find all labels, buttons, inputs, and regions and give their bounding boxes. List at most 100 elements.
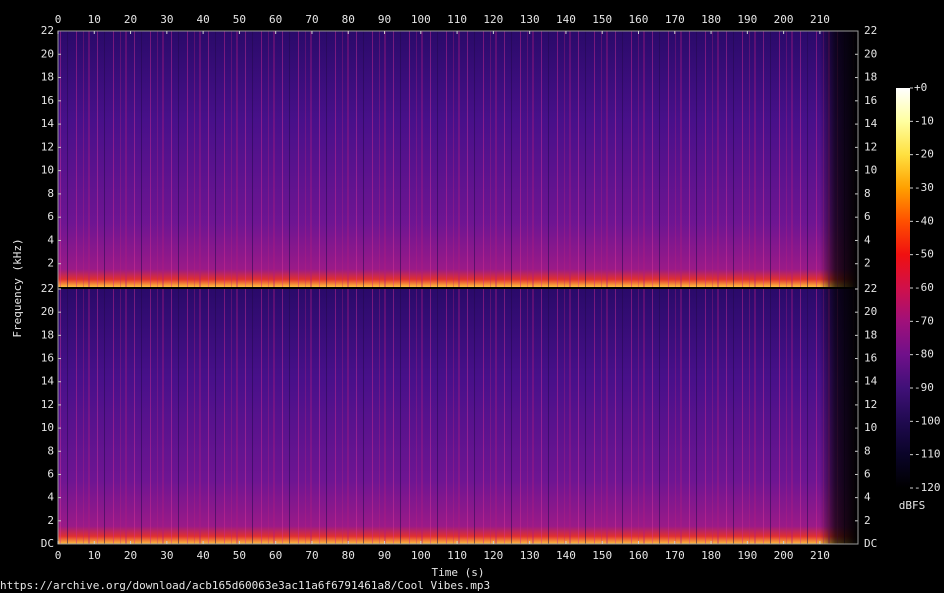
- x-tick-label-top: 80: [342, 13, 355, 26]
- x-tick-label: 0: [55, 549, 62, 562]
- y-tick-label: 2: [47, 257, 54, 270]
- y-tick-label-right: 14: [864, 117, 878, 130]
- x-tick-label-top: 180: [701, 13, 721, 26]
- x-tick-label: 40: [196, 549, 209, 562]
- x-tick-label-top: 100: [411, 13, 431, 26]
- x-tick-label: 90: [378, 549, 391, 562]
- x-tick-label-top: 120: [483, 13, 503, 26]
- colorbar-tick-label: -40: [914, 214, 934, 227]
- y-tick-label-right: 2: [864, 257, 871, 270]
- x-tick-label-top: 210: [810, 13, 830, 26]
- x-tick-label-top: 140: [556, 13, 576, 26]
- plot-frame: [57, 30, 859, 545]
- colorbar-label: dBFS: [899, 499, 926, 512]
- colorbar-tick-label: -20: [914, 148, 934, 161]
- x-tick-label: 180: [701, 549, 721, 562]
- x-tick-label: 200: [774, 549, 794, 562]
- x-tick-label: 210: [810, 549, 830, 562]
- signal-end-fade: [819, 31, 858, 287]
- colorbar-tick-label: -110: [914, 448, 941, 461]
- x-tick-label: 70: [305, 549, 318, 562]
- y-tick-label: 8: [47, 187, 54, 200]
- x-tick-label-top: 40: [196, 13, 209, 26]
- y-tick-label-right: 4: [864, 233, 871, 246]
- x-tick-label-top: 50: [233, 13, 246, 26]
- y-tick-label-right: 8: [864, 444, 871, 457]
- y-tick-label: 20: [41, 305, 54, 318]
- y-tick-label: 4: [47, 491, 54, 504]
- y-tick-label-right: 16: [864, 94, 877, 107]
- y-tick-label: 8: [47, 444, 54, 457]
- colorbar-tick-label: -80: [914, 348, 934, 361]
- x-tick-label-top: 10: [88, 13, 101, 26]
- y-tick-label-right: 16: [864, 352, 877, 365]
- y-tick-label: 6: [47, 467, 54, 480]
- y-tick-label-right: 18: [864, 71, 877, 84]
- x-tick-label: 50: [233, 549, 246, 562]
- y-tick-label-right: 12: [864, 398, 877, 411]
- y-tick-label: 6: [47, 210, 54, 223]
- y-tick-label: 4: [47, 233, 54, 246]
- x-tick-label-top: 200: [774, 13, 794, 26]
- x-tick-label: 60: [269, 549, 282, 562]
- y-tick-label: 14: [41, 375, 55, 388]
- x-tick-label: 130: [520, 549, 540, 562]
- y-tick-label-right: 14: [864, 375, 878, 388]
- y-tick-label: 22: [41, 24, 54, 37]
- y-tick-label-right: 6: [864, 467, 871, 480]
- x-tick-label: 20: [124, 549, 137, 562]
- footer-url: https://archive.org/download/acb165d6006…: [0, 579, 490, 592]
- y-tick-label: 18: [41, 71, 54, 84]
- y-tick-label: 16: [41, 352, 54, 365]
- x-tick-label: 170: [665, 549, 685, 562]
- colorbar: [896, 88, 910, 488]
- y-tick-label-right: 8: [864, 187, 871, 200]
- y-tick-label-right: 12: [864, 140, 877, 153]
- x-tick-label: 120: [483, 549, 503, 562]
- channel-texture: [58, 31, 858, 287]
- y-tick-label: 10: [41, 164, 54, 177]
- y-tick-label: 16: [41, 94, 54, 107]
- y-tick-label-right: 20: [864, 305, 877, 318]
- colorbar-tick-label: +0: [914, 81, 927, 94]
- x-tick-label-top: 0: [55, 13, 62, 26]
- x-tick-label-top: 150: [592, 13, 612, 26]
- x-tick-label-top: 110: [447, 13, 467, 26]
- y-tick-label: 18: [41, 328, 54, 341]
- y-tick-label: 2: [47, 514, 54, 527]
- signal-end-fade: [819, 289, 858, 544]
- colorbar-tick-label: -100: [914, 414, 941, 427]
- y-tick-label-right: 6: [864, 210, 871, 223]
- x-tick-label: 140: [556, 549, 576, 562]
- y-tick-label-right: 22: [864, 282, 877, 295]
- y-tick-label-right: 10: [864, 164, 877, 177]
- x-tick-label-top: 160: [629, 13, 649, 26]
- x-tick-label: 10: [88, 549, 101, 562]
- y-tick-label: 20: [41, 47, 54, 60]
- x-tick-label: 150: [592, 549, 612, 562]
- x-tick-label-top: 90: [378, 13, 391, 26]
- x-axis-label: Time (s): [432, 566, 485, 579]
- y-tick-label-right: DC: [864, 537, 877, 550]
- y-tick-label-right: 20: [864, 47, 877, 60]
- x-tick-label: 100: [411, 549, 431, 562]
- x-tick-label: 30: [160, 549, 173, 562]
- x-tick-label: 80: [342, 549, 355, 562]
- y-tick-label-right: 2: [864, 514, 871, 527]
- y-tick-label: 10: [41, 421, 54, 434]
- x-tick-label-top: 70: [305, 13, 318, 26]
- colorbar-tick-label: -30: [914, 181, 934, 194]
- x-tick-label-top: 20: [124, 13, 137, 26]
- x-tick-label: 160: [629, 549, 649, 562]
- y-tick-label: 12: [41, 140, 54, 153]
- y-tick-label: DC: [41, 537, 54, 550]
- y-tick-label-right: 22: [864, 24, 877, 37]
- x-tick-label: 110: [447, 549, 467, 562]
- colorbar-tick-label: -70: [914, 314, 934, 327]
- y-tick-label-right: 18: [864, 328, 877, 341]
- colorbar-tick-label: -120: [914, 481, 941, 494]
- x-tick-label: 190: [737, 549, 757, 562]
- colorbar-tick-label: -60: [914, 281, 934, 294]
- y-tick-label: 12: [41, 398, 54, 411]
